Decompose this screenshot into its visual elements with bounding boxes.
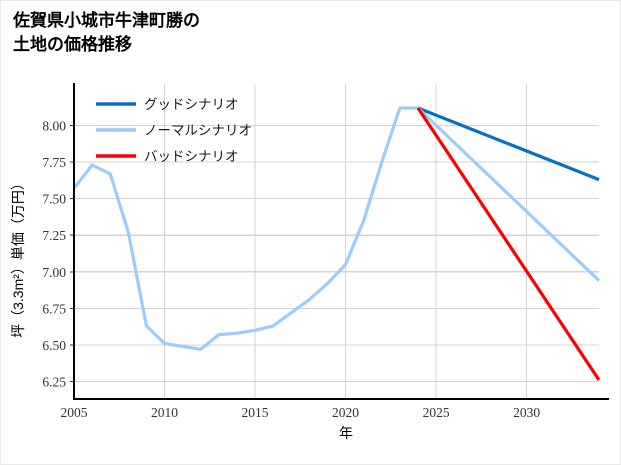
y-tick-label: 6.75 [42,301,66,316]
legend-label-グッドシナリオ: グッドシナリオ [144,97,239,112]
x-tick-label: 2020 [332,405,359,420]
y-tick-label: 6.50 [42,338,66,353]
series-line-グッドシナリオ [417,106,600,182]
x-tick-label: 2030 [513,405,540,420]
y-tick-label: 6.25 [42,374,66,389]
x-tick-label: 2005 [61,405,88,420]
page-title: 佐賀県小城市牛津町勝の 土地の価格推移 [13,11,200,55]
y-tick-label: 7.50 [42,192,66,207]
legend-label-バッドシナリオ: バッドシナリオ [144,149,239,164]
axis-spines [73,83,609,400]
x-tick-label: 2010 [151,405,178,420]
y-tick-label: 7.75 [42,155,66,170]
x-axis-ticks: 2005 2010 2015 2020 2025 2030 [61,405,541,420]
y-tick-label: 8.00 [42,119,66,134]
series-line-ノーマルシナリオ [72,106,601,351]
gridlines [73,84,599,399]
x-tick-label: 2015 [242,405,269,420]
legend-label-ノーマルシナリオ: ノーマルシナリオ [144,123,252,138]
y-axis-title: 坪（3.3m²）単価（万円） [10,176,26,338]
y-axis-ticks: 6.25 6.50 6.75 7.00 7.25 7.50 7.75 8.00 [42,119,74,389]
x-tick-label: 2025 [423,405,450,420]
series-line-バッドシナリオ [416,107,601,381]
y-tick-label: 7.25 [42,228,66,243]
x-axis-title: 年 [339,425,353,441]
y-tick-label: 7.00 [42,265,66,280]
series-lines [72,106,601,381]
